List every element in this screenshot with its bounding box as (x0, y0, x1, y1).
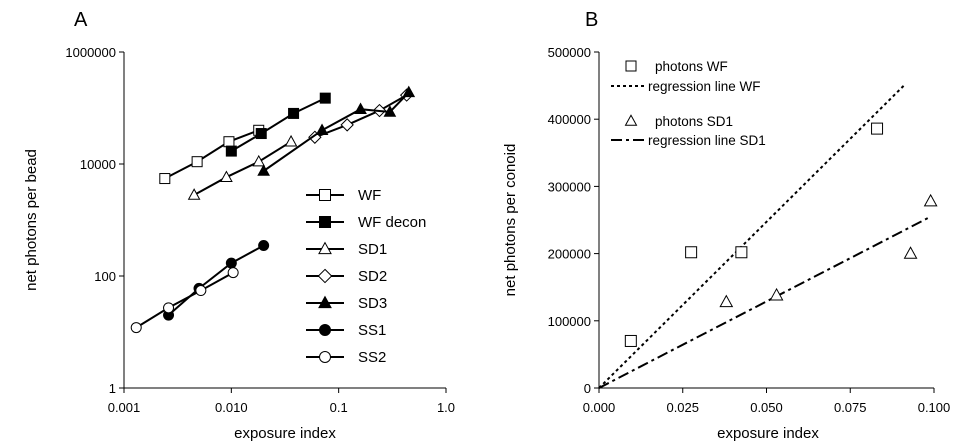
series-sd3-line (263, 91, 410, 172)
legend-regression-line-wf-label: regression line WF (648, 79, 761, 94)
panel-b-series (624, 122, 938, 347)
panel-a-x-label: exposure index (234, 425, 336, 442)
series-sd2-line (314, 94, 408, 139)
panel-a-x-tick-label: 0.001 (108, 400, 141, 415)
panel-a-label: A (74, 9, 88, 31)
legend-sd1-marker (318, 241, 332, 255)
series-sd3-point (402, 85, 416, 98)
series-ss2-point (130, 322, 142, 334)
legend-photons-sd1-label: photons SD1 (655, 114, 733, 129)
legend-sd1-label: SD1 (358, 241, 387, 258)
panel-a-series (130, 85, 416, 334)
panel-b-x-tick-label: 0.025 (666, 400, 699, 415)
panel-b-y-tick-label: 100000 (548, 314, 591, 329)
panel-a-y-tick-label: 100 (94, 269, 116, 284)
legend-photons-wf-label: photons WF (655, 59, 728, 74)
legend-ss1-marker (319, 324, 331, 336)
series-wf-point (191, 156, 203, 168)
legend-sd3-label: SD3 (358, 295, 387, 312)
series-wf-point (223, 136, 235, 148)
series-sd3-point (315, 123, 329, 136)
series-wf-decon-point (255, 128, 267, 140)
series-photons-sd1-point (719, 294, 734, 308)
series-ss2-point (195, 285, 207, 297)
panel-b-x-tick-label: 0.100 (918, 400, 951, 415)
series-ss1-line (167, 244, 265, 316)
panel-a-y-label: net photons per bead (23, 149, 40, 291)
legend-sd2-label: SD2 (358, 268, 387, 285)
series-wf-line (164, 129, 260, 180)
series-sd1-point (187, 188, 201, 200)
series-sd1-line (193, 140, 292, 196)
panel-a-y-tick-label: 1000000 (65, 45, 116, 60)
panel-b-y-tick-label: 200000 (548, 247, 591, 262)
panel-a-x-tick-label: 1.0 (437, 400, 455, 415)
panel-a-x-tick-label: 0.1 (330, 400, 348, 415)
legend-regression-line-sd1-label: regression line SD1 (648, 133, 766, 148)
series-photons-wf-point (685, 246, 698, 259)
regression-regression-line-sd1 (598, 215, 932, 389)
panel-b-x-tick-label: 0.000 (583, 400, 616, 415)
series-sd1-point (252, 154, 266, 167)
series-wf-decon-point (225, 145, 237, 157)
panel-b-y-tick-label: 300000 (548, 179, 591, 194)
series-ss2-line (135, 271, 234, 329)
legend-sd3-marker (318, 295, 332, 309)
series-sd2-point (340, 118, 354, 132)
series-wf-decon-line (230, 97, 326, 152)
panel-a-y-tick-label: 10000 (80, 157, 116, 172)
legend-sd2-marker (317, 268, 333, 284)
panel-b-y-ticks: 0 100000 200000 300000 400000 500000 (548, 45, 599, 396)
series-ss2-point (227, 267, 239, 279)
panel-a-x-tick-label: 0.010 (215, 400, 248, 415)
legend-photons-sd1-marker (624, 114, 638, 126)
series-ss2-point (163, 302, 175, 314)
panel-b-y-tick-label: 500000 (548, 45, 591, 60)
legend-wf-label: WF (358, 187, 381, 204)
panel-a-legend: WF WF decon SD1 SD2 SD3 SS1 SS2 (306, 187, 426, 366)
series-sd1-point (220, 170, 233, 182)
panel-b-legend: photons WF regression line WF photons SD1 r… (611, 59, 766, 148)
series-ss1-point (258, 240, 270, 252)
panel-a-x-ticks: 0.001 0.010 0.1 1.0 (108, 388, 455, 415)
series-photons-sd1-point (769, 287, 784, 301)
panel-b-x-label: exposure index (717, 425, 819, 442)
panel-a-y-ticks: 1 100 10000 1000000 (65, 45, 124, 396)
panel-b-x-tick-label: 0.075 (834, 400, 867, 415)
series-sd1-point (284, 134, 298, 147)
series-photons-wf-point (871, 122, 884, 135)
panel-b-regression-lines (598, 84, 932, 389)
panel-b-y-tick-label: 400000 (548, 112, 591, 127)
panel-b-x-ticks: 0.000 0.025 0.050 0.075 0.100 (583, 388, 951, 415)
panel-b: B 0.000 0.025 0.050 0.075 0.100 0 100000 20000… (502, 9, 950, 442)
legend-photons-wf-marker (625, 60, 637, 72)
series-photons-sd1-point (903, 246, 918, 259)
legend-ss2-label: SS2 (358, 349, 386, 366)
panel-b-y-label: net photons per conoid (502, 144, 519, 297)
panel-b-y-tick-label: 0 (584, 381, 591, 396)
legend-wf-marker (319, 189, 331, 201)
series-wf-decon-point (319, 92, 331, 104)
series-photons-sd1-point (923, 193, 938, 207)
regression-regression-line-wf (598, 84, 905, 389)
legend-ss2-marker (319, 351, 331, 363)
panel-b-x-tick-label: 0.050 (750, 400, 783, 415)
series-ss1-point (225, 257, 237, 269)
legend-wf-decon-marker (319, 216, 331, 228)
panel-b-label: B (585, 9, 598, 31)
series-photons-wf-point (735, 246, 748, 259)
series-sd3-point (354, 102, 367, 114)
series-sd3-point (383, 105, 397, 117)
legend-ss1-label: SS1 (358, 322, 386, 339)
series-photons-wf-point (624, 334, 637, 347)
panel-a-y-tick-label: 1 (109, 381, 116, 396)
series-wf-decon-point (288, 107, 300, 119)
series-sd3-point (257, 164, 270, 176)
series-wf-point (159, 173, 171, 185)
legend-wf-decon-label: WF decon (358, 214, 426, 231)
